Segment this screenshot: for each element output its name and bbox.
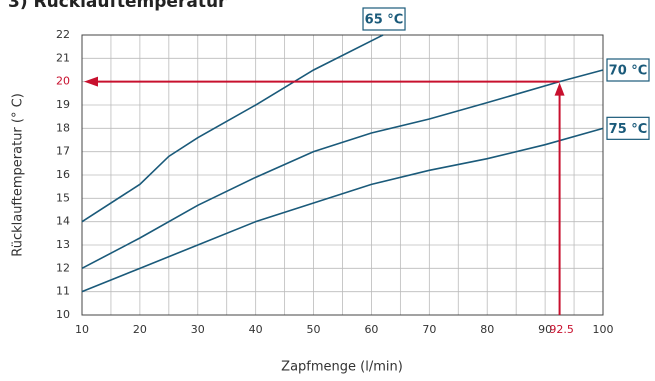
y-tick-label: 19 (56, 98, 70, 111)
y-tick-label: 20 (56, 75, 70, 88)
x-tick-label: 80 (480, 323, 494, 336)
series-label-box (362, 7, 406, 31)
marker-arrowhead (84, 76, 98, 87)
y-tick-label: 15 (56, 191, 70, 204)
series-line (81, 69, 604, 270)
x-tick-label: 70 (422, 323, 436, 336)
x-tick-label: 40 (249, 323, 263, 336)
y-tick-label: 13 (56, 238, 70, 251)
y-tick-label: 17 (56, 145, 70, 158)
y-tick-label: 12 (56, 261, 70, 274)
x-tick-label: 90 (538, 323, 552, 336)
x-tick-label: 30 (191, 323, 205, 336)
y-tick-label: 16 (56, 168, 70, 181)
series-line (81, 127, 604, 293)
y-tick-label: 11 (56, 285, 70, 298)
x-tick-label: 10 (75, 323, 89, 336)
y-tick-label: 22 (56, 28, 70, 41)
marker-x-label: 92.5 (549, 323, 574, 336)
plot-frame (81, 34, 604, 316)
series-label: 65 °C (365, 13, 404, 28)
x-tick-label: 60 (364, 323, 378, 336)
series-line (81, 34, 384, 223)
y-tick-label: 18 (56, 121, 70, 134)
chart-title: 3) Rücklauftemperatur (8, 0, 227, 12)
y-axis-label: Rücklauftemperatur (° C) (11, 93, 26, 257)
y-tick-label: 10 (56, 308, 70, 321)
y-tick-label: 21 (56, 51, 70, 64)
marker-arrowhead (554, 82, 565, 96)
series-label: 75 °C (609, 122, 648, 137)
x-tick-label: 100 (593, 323, 614, 336)
series-label: 70 °C (609, 64, 648, 79)
x-tick-label: 20 (133, 323, 147, 336)
series-label-box (606, 116, 650, 140)
y-tick-label: 14 (56, 215, 70, 228)
x-tick-label: 50 (307, 323, 321, 336)
x-axis-label: Zapfmenge (l/min) (281, 360, 403, 375)
series-label-box (606, 58, 650, 82)
